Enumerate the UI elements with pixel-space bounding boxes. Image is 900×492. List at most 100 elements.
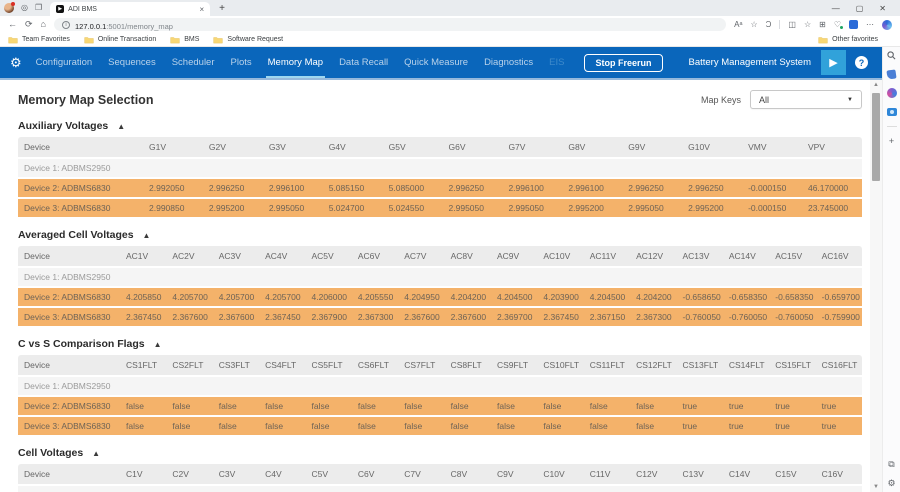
nav-item-plots[interactable]: Plots [230,57,252,68]
new-tab-button[interactable]: + [219,3,225,14]
table-row[interactable]: Device 2: ADBMS6830 false false false false f… [18,397,862,415]
browser-essentials-icon[interactable]: ♡ [833,20,844,29]
m365-copilot-icon[interactable] [886,88,897,98]
value-cell: false [583,417,631,435]
site-info-icon[interactable]: i [61,20,70,29]
extension-icon[interactable] [849,20,858,29]
add-sidebar-item-icon[interactable]: + [888,136,895,146]
nav-item-eis[interactable]: EIS [549,57,565,68]
nav-item-memory-map[interactable]: Memory Map [260,47,331,78]
more-menu-icon[interactable]: ⋯ [866,20,874,29]
browser-toolbar: ← ⟳ ⌂ i 127.0.0.1:5001/memory_map Aᵃ ☆ Ɔ… [0,16,900,33]
scrollbar-thumb[interactable] [872,93,880,181]
table-row[interactable]: Device 3: ADBMS6830 2.990850 2.995200 2.995… [18,199,862,217]
nav-item-data-recall[interactable]: Data Recall [339,57,389,68]
column-header: C5V [305,464,352,484]
collapse-arrow-icon[interactable]: ▲ [92,448,101,458]
column-header: AC10V [537,246,584,266]
column-header: Device [18,137,143,157]
app-nav-bar: ⚙ Configuration Sequences Scheduler Plots Me… [0,47,882,80]
device-cell: Device 1: ADBMS2950 [18,159,143,177]
bookmark-item[interactable]: BMS [170,36,199,44]
collapse-arrow-icon[interactable]: ▲ [117,121,126,131]
back-icon[interactable]: ← [8,19,17,29]
table-row[interactable]: Device 1: ADBMS2950 [18,159,862,177]
browser-tab[interactable]: ▶ ADI BMS × [50,2,211,16]
nav-item-sequences[interactable]: Sequences [108,57,156,68]
home-icon[interactable]: ⌂ [40,19,46,29]
profile-avatar[interactable] [4,2,15,13]
table-row[interactable]: Device 2: ADBMS6830 4.205850 4.205700 4.205… [18,288,862,306]
nav-item-diagnostics[interactable]: Diagnostics [484,57,534,68]
value-cell: 2.995050 [442,199,503,217]
screenshot-icon[interactable]: ⧉ [888,458,895,469]
column-header: CS12FLT [630,355,677,375]
value-cell: -0.760050 [676,308,723,326]
map-keys-select[interactable]: All ▼ [750,90,862,109]
table-row[interactable]: Device 1: ADBMS2950 [18,377,862,395]
value-cell: false [398,417,445,435]
value-cell: -0.760050 [769,308,816,326]
vertical-tabs-icon[interactable]: ❐ [34,3,43,12]
window-maximize-button[interactable]: ▢ [855,3,864,13]
bookmark-item[interactable]: Online Transaction [84,36,156,44]
shopping-tag-icon[interactable] [886,68,897,80]
collapse-arrow-icon[interactable]: ▲ [153,339,162,349]
tab-title: ADI BMS [68,5,97,13]
tab-close-icon[interactable]: × [199,4,205,14]
table-row[interactable]: Device 3: ADBMS6830 false false false false f… [18,417,862,435]
device-cell: Device 2: ADBMS6830 [18,397,120,415]
column-header: AC1V [120,246,167,266]
table-row[interactable]: Device 2: ADBMS6830 2.992050 2.996250 2.996… [18,179,862,197]
empty-cells [120,268,862,286]
url-path: :5001/memory_map [106,21,173,31]
table-row[interactable]: Device 1: ADBMS2950 [18,486,862,492]
read-aloud-icon[interactable]: Aᵃ [734,20,743,29]
workspaces-icon[interactable]: ◎ [21,3,28,12]
favorites-icon[interactable]: ☆ [803,20,812,29]
collections-icon[interactable]: ⊞ [819,20,826,29]
refresh-icon[interactable]: ⟳ [25,19,33,29]
bookmark-item[interactable]: Team Favorites [8,36,70,44]
scroll-up-icon[interactable]: ▲ [873,82,879,88]
section-header-c-vs-s-comparison-flags[interactable]: C vs S Comparison Flags ▲ [18,333,868,353]
window-close-button[interactable]: ✕ [879,3,886,13]
value-cell: 2.367150 [583,308,631,326]
value-cell: false [166,397,213,415]
collapse-arrow-icon[interactable]: ▲ [142,230,151,240]
scroll-down-icon[interactable]: ▼ [873,484,879,490]
window-minimize-button[interactable]: — [831,3,840,13]
copilot-icon[interactable] [882,19,892,30]
value-cell: false [259,417,306,435]
column-header: CS3FLT [212,355,260,375]
column-header: CS2FLT [166,355,213,375]
section-header-cell-voltages[interactable]: Cell Voltages ▲ [18,442,868,462]
address-bar[interactable]: i 127.0.0.1:5001/memory_map [53,18,727,31]
designer-icon[interactable] [886,107,897,117]
section-header-averaged-cell-voltages[interactable]: Averaged Cell Voltages ▲ [18,224,868,244]
sidebar-settings-icon[interactable]: ⚙ [887,477,896,488]
gear-icon[interactable]: ⚙ [10,55,22,70]
value-cell: 5.024550 [382,199,443,217]
add-favorite-icon[interactable]: ☆ [750,20,758,29]
session-icon[interactable]: Ɔ [765,20,772,29]
other-favorites-folder[interactable]: Other favorites [818,36,892,44]
split-screen-icon[interactable]: ◫ [788,20,796,29]
page-scrollbar[interactable]: ▲ ▼ [870,80,882,492]
stop-freerun-button[interactable]: Stop Freerun [584,53,663,72]
table-row[interactable]: Device 1: ADBMS2950 [18,268,862,286]
search-icon[interactable] [887,50,897,60]
table-row[interactable]: Device 3: ADBMS6830 2.367450 2.367600 2.367… [18,308,862,326]
help-icon[interactable]: ? [855,56,868,69]
run-play-button[interactable]: ▶ [821,50,846,75]
nav-item-scheduler[interactable]: Scheduler [171,57,215,68]
nav-item-quick-measure[interactable]: Quick Measure [404,57,469,68]
empty-cells [120,486,862,492]
column-header: AC3V [212,246,260,266]
section-header-auxiliary-voltages[interactable]: Auxiliary Voltages ▲ [18,115,868,135]
column-header: AC16V [815,246,862,266]
toolbar-divider [779,20,781,29]
bookmark-item[interactable]: Software Request [213,36,283,44]
nav-item-configuration[interactable]: Configuration [35,57,93,68]
